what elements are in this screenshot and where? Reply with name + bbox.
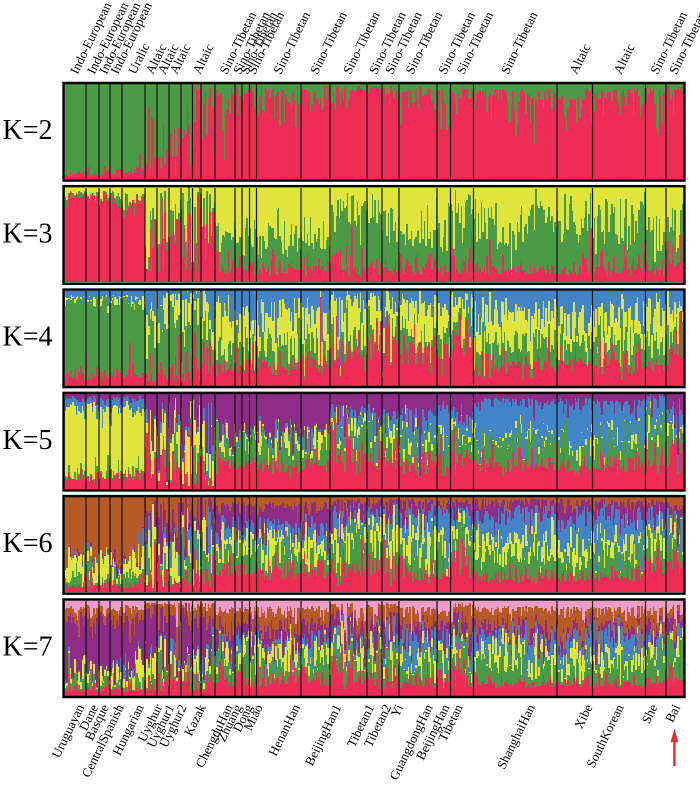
- svg-text:K=7: K=7: [3, 632, 53, 663]
- svg-text:K=6: K=6: [3, 528, 53, 559]
- svg-text:K=3: K=3: [3, 218, 53, 249]
- svg-text:K=4: K=4: [3, 322, 53, 353]
- svg-text:K=2: K=2: [3, 115, 53, 146]
- svg-text:K=5: K=5: [3, 425, 53, 456]
- svg-text:Bai: Bai: [662, 701, 684, 724]
